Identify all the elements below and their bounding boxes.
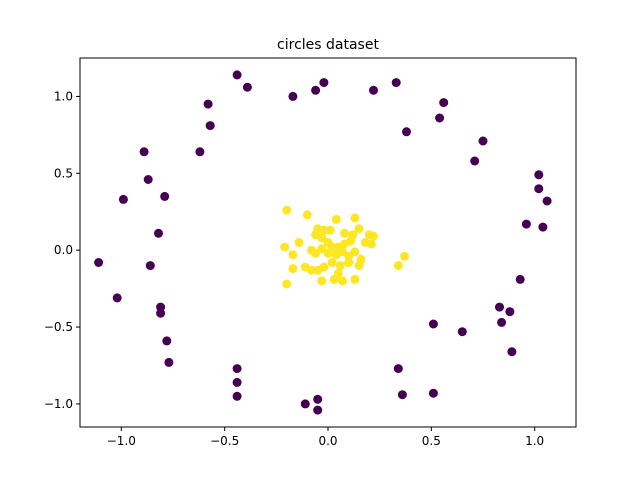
scatter-point — [94, 258, 104, 267]
scatter-point — [319, 225, 329, 235]
scatter-point — [331, 214, 341, 224]
scatter-point — [428, 388, 438, 398]
scatter-point — [232, 391, 242, 401]
scatter-point — [435, 113, 445, 123]
scatter-point — [344, 251, 354, 261]
scatter-point — [118, 194, 128, 204]
scatter-point — [400, 251, 409, 261]
scatter-point — [317, 233, 327, 243]
x-axis: −1.0 −0.5 0.0 0.5 1.0 — [107, 427, 544, 448]
scatter-point — [232, 364, 242, 374]
scatter-point — [534, 170, 544, 180]
y-axis: −1.0 −0.5 0.0 0.5 1.0 — [44, 89, 80, 411]
scatter-point — [282, 279, 292, 289]
scatter-point — [319, 78, 329, 88]
scatter-point — [242, 82, 252, 92]
scatter-point — [288, 264, 298, 274]
scatter-point — [288, 250, 298, 260]
scatter-point — [317, 244, 327, 254]
scatter-point — [354, 261, 364, 271]
scatter-point — [203, 99, 213, 109]
y-tick-label: 0.5 — [54, 166, 73, 180]
scatter-point — [205, 121, 215, 131]
scatter-point — [338, 276, 347, 286]
scatter-point — [333, 268, 343, 278]
y-tick-label: 1.0 — [54, 89, 73, 103]
scatter-point — [391, 78, 401, 88]
scatter-point — [402, 127, 411, 137]
x-tick-label: 0.0 — [318, 434, 337, 448]
scatter-point — [112, 293, 122, 303]
scatter-point — [340, 228, 349, 238]
scatter-point — [232, 70, 242, 80]
scatter-point — [145, 261, 155, 271]
scatter-point — [294, 238, 304, 247]
scatter-point — [507, 347, 517, 357]
scatter-point — [195, 147, 205, 157]
scatter-point — [346, 236, 356, 246]
scatter-point — [162, 336, 172, 346]
scatter-point — [393, 261, 403, 271]
scatter-point — [428, 319, 438, 329]
scatter-point — [156, 308, 166, 318]
scatter-point — [393, 364, 403, 374]
scatter-point — [478, 136, 488, 146]
scatter-point — [457, 327, 467, 337]
scatter-point — [282, 205, 292, 215]
scatter-point — [369, 85, 378, 95]
y-tick-label: −0.5 — [44, 320, 73, 334]
scatter-point — [335, 261, 345, 271]
y-tick-label: 0.0 — [54, 243, 73, 257]
scatter-point — [439, 98, 449, 108]
scatter-point — [139, 147, 149, 157]
scatter-point — [313, 394, 323, 404]
scatter-point — [143, 175, 153, 184]
scatter-point — [505, 307, 515, 317]
scatter-point — [497, 317, 507, 327]
scatter-point — [397, 390, 407, 400]
scatter-point — [515, 274, 525, 284]
scatter-point — [350, 274, 360, 284]
scatter-point — [313, 405, 323, 415]
x-tick-label: −0.5 — [210, 434, 239, 448]
scatter-point — [521, 219, 531, 229]
chart-title: circles dataset — [277, 37, 379, 53]
scatter-point — [538, 222, 548, 232]
scatter-point — [495, 302, 504, 312]
x-tick-label: 0.5 — [422, 434, 441, 448]
scatter-point — [470, 156, 480, 166]
scatter-point — [369, 231, 378, 241]
scatter-point — [307, 265, 316, 275]
x-tick-label: 1.0 — [525, 434, 544, 448]
scatter-point — [350, 213, 360, 223]
scatter-point — [317, 276, 327, 286]
scatter-point — [164, 357, 174, 367]
y-tick-label: −1.0 — [44, 397, 73, 411]
scatter-point — [542, 196, 552, 206]
scatter-point — [311, 248, 321, 258]
scatter-point — [327, 258, 337, 267]
scatter-point — [323, 248, 333, 258]
scatter-point — [534, 184, 544, 194]
scatter-point — [350, 247, 360, 257]
scatter-point — [280, 242, 290, 252]
scatter-point — [319, 262, 329, 272]
x-tick-label: −1.0 — [107, 434, 136, 448]
plot-frame — [79, 57, 577, 428]
scatter-point — [160, 191, 170, 201]
scatter-point — [338, 247, 347, 257]
scatter-point — [354, 224, 364, 234]
scatter-point — [325, 225, 335, 235]
scatter-point — [300, 399, 310, 409]
scatter-point — [302, 210, 312, 220]
scatter-point — [232, 377, 242, 387]
scatter-point — [366, 239, 376, 249]
scatter-point — [288, 91, 298, 101]
scatter-point — [154, 228, 163, 238]
scatter-point — [344, 258, 354, 267]
scatter-points — [94, 70, 552, 415]
scatter-point — [311, 85, 321, 95]
